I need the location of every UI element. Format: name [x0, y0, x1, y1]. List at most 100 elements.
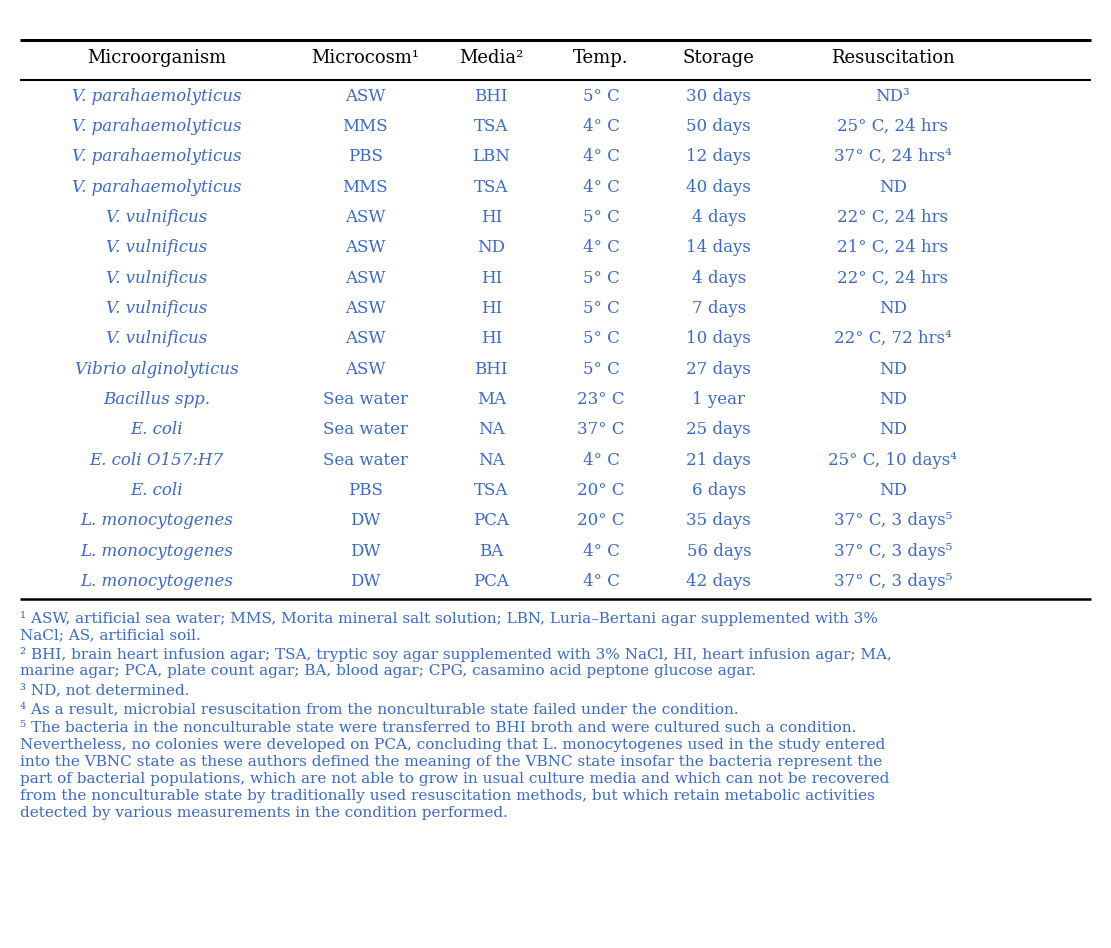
Text: E. coli: E. coli [130, 482, 183, 499]
Text: 35 days: 35 days [687, 512, 751, 529]
Text: NA: NA [478, 451, 504, 468]
Text: 4° C: 4° C [582, 178, 620, 195]
Text: 42 days: 42 days [687, 573, 751, 590]
Text: HI: HI [481, 209, 502, 226]
Text: V. vulnificus: V. vulnificus [106, 239, 207, 256]
Text: part of bacterial populations, which are not able to grow in usual culture media: part of bacterial populations, which are… [20, 772, 890, 786]
Text: LBN: LBN [472, 148, 510, 165]
Text: 4° C: 4° C [582, 148, 620, 165]
Text: 25 days: 25 days [687, 421, 751, 438]
Text: ND: ND [879, 391, 907, 408]
Text: DW: DW [350, 512, 381, 529]
Text: 5° C: 5° C [582, 269, 620, 286]
Text: TSA: TSA [474, 482, 509, 499]
Text: ¹ ASW, artificial sea water; MMS, Morita mineral salt solution; LBN, Luria–Berta: ¹ ASW, artificial sea water; MMS, Morita… [20, 611, 878, 642]
Text: 22° C, 24 hrs: 22° C, 24 hrs [838, 269, 949, 286]
Text: 37° C: 37° C [578, 421, 624, 438]
Text: ND³: ND³ [875, 87, 910, 104]
Text: 4° C: 4° C [582, 573, 620, 590]
Text: 21° C, 24 hrs: 21° C, 24 hrs [838, 239, 949, 256]
Text: detected by various measurements in the condition performed.: detected by various measurements in the … [20, 806, 508, 820]
Text: V. parahaemolyticus: V. parahaemolyticus [72, 178, 241, 195]
Text: 12 days: 12 days [687, 148, 751, 165]
Text: 37° C, 3 days⁵: 37° C, 3 days⁵ [833, 573, 952, 590]
Text: 20° C: 20° C [578, 482, 624, 499]
Text: ND: ND [478, 239, 506, 256]
Text: Resuscitation: Resuscitation [831, 49, 954, 66]
Text: ND: ND [879, 482, 907, 499]
Text: 5° C: 5° C [582, 330, 620, 347]
Text: ASW: ASW [346, 269, 386, 286]
Text: Microcosm¹: Microcosm¹ [311, 49, 419, 66]
Text: ASW: ASW [346, 300, 386, 317]
Text: 4° C: 4° C [582, 542, 620, 559]
Text: ASW: ASW [346, 360, 386, 377]
Text: PBS: PBS [348, 482, 383, 499]
Text: BA: BA [479, 542, 503, 559]
Text: Vibrio alginolyticus: Vibrio alginolyticus [74, 360, 239, 377]
Text: MMS: MMS [342, 178, 388, 195]
Text: L. monocytogenes: L. monocytogenes [80, 542, 233, 559]
Text: ³ ND, not determined.: ³ ND, not determined. [20, 683, 190, 697]
Text: 1 year: 1 year [692, 391, 745, 408]
Text: MA: MA [477, 391, 506, 408]
Text: Sea water: Sea water [323, 451, 408, 468]
Text: 6 days: 6 days [692, 482, 745, 499]
Text: 37° C, 3 days⁵: 37° C, 3 days⁵ [833, 542, 952, 559]
Text: TSA: TSA [474, 118, 509, 135]
Text: BHI: BHI [474, 87, 508, 104]
Text: V. parahaemolyticus: V. parahaemolyticus [72, 148, 241, 165]
Text: 10 days: 10 days [687, 330, 751, 347]
Text: V. vulnificus: V. vulnificus [106, 269, 207, 286]
Text: ASW: ASW [346, 330, 386, 347]
Text: V. vulnificus: V. vulnificus [106, 300, 207, 317]
Text: Media²: Media² [459, 49, 523, 66]
Text: 25° C, 10 days⁴: 25° C, 10 days⁴ [829, 451, 958, 468]
Text: DW: DW [350, 542, 381, 559]
Text: ASW: ASW [346, 87, 386, 104]
Text: ND: ND [879, 300, 907, 317]
Text: ASW: ASW [346, 239, 386, 256]
Text: 25° C, 24 hrs: 25° C, 24 hrs [838, 118, 949, 135]
Text: PBS: PBS [348, 148, 383, 165]
Text: V. vulnificus: V. vulnificus [106, 209, 207, 226]
Text: 27 days: 27 days [687, 360, 751, 377]
Text: Sea water: Sea water [323, 421, 408, 438]
Text: V. parahaemolyticus: V. parahaemolyticus [72, 118, 241, 135]
Text: Bacillus spp.: Bacillus spp. [103, 391, 210, 408]
Text: 21 days: 21 days [687, 451, 751, 468]
Text: 5° C: 5° C [582, 209, 620, 226]
Text: ⁵ The bacteria in the nonculturable state were transferred to BHI broth and were: ⁵ The bacteria in the nonculturable stat… [20, 720, 857, 735]
Text: 5° C: 5° C [582, 300, 620, 317]
Text: 40 days: 40 days [687, 178, 751, 195]
Text: ⁴ As a result, microbial resuscitation from the nonculturable state failed under: ⁴ As a result, microbial resuscitation f… [20, 702, 739, 716]
Text: L. monocytogenes: L. monocytogenes [80, 573, 233, 590]
Text: PCA: PCA [473, 573, 509, 590]
Text: 37° C, 3 days⁵: 37° C, 3 days⁵ [833, 512, 952, 529]
Text: 14 days: 14 days [687, 239, 751, 256]
Text: 5° C: 5° C [582, 360, 620, 377]
Text: PCA: PCA [473, 512, 509, 529]
Text: Temp.: Temp. [573, 49, 629, 66]
Text: HI: HI [481, 330, 502, 347]
Text: HI: HI [481, 269, 502, 286]
Text: NA: NA [478, 421, 504, 438]
Text: 56 days: 56 days [687, 542, 751, 559]
Text: BHI: BHI [474, 360, 508, 377]
Text: 4° C: 4° C [582, 239, 620, 256]
Text: 7 days: 7 days [692, 300, 745, 317]
Text: V. vulnificus: V. vulnificus [106, 330, 207, 347]
Text: 20° C: 20° C [578, 512, 624, 529]
Text: into the VBNC state as these authors defined the meaning of the VBNC state insof: into the VBNC state as these authors def… [20, 755, 882, 769]
Text: Microorganism: Microorganism [87, 49, 227, 66]
Text: 4 days: 4 days [692, 209, 745, 226]
Text: Nevertheless, no colonies were developed on PCA, concluding that L. monocytogene: Nevertheless, no colonies were developed… [20, 738, 885, 752]
Text: 50 days: 50 days [687, 118, 751, 135]
Text: HI: HI [481, 300, 502, 317]
Text: TSA: TSA [474, 178, 509, 195]
Text: ND: ND [879, 421, 907, 438]
Text: E. coli O157:H7: E. coli O157:H7 [90, 451, 223, 468]
Text: DW: DW [350, 573, 381, 590]
Text: from the nonculturable state by traditionally used resuscitation methods, but wh: from the nonculturable state by traditio… [20, 789, 874, 803]
Text: ASW: ASW [346, 209, 386, 226]
